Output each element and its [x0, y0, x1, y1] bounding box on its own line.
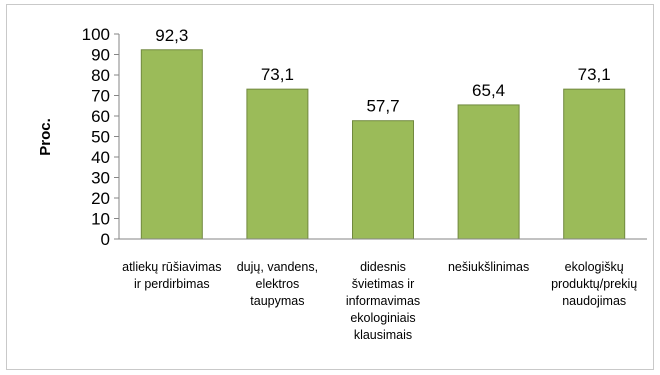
y-tick-label: 50 [91, 128, 110, 147]
bar [246, 88, 309, 240]
data-label: 92,3 [155, 26, 188, 45]
y-tick-label: 30 [91, 169, 110, 188]
x-category-label: dujų, vandens, elektros taupymas [236, 260, 319, 308]
y-tick-label: 70 [91, 87, 110, 106]
data-label: 73,1 [578, 65, 611, 84]
y-tick-label: 0 [101, 230, 110, 249]
y-tick-label: 80 [91, 66, 110, 85]
chart-frame: Proc. 0 10 20 30 40 50 60 70 80 90 100 92,3 73,1 57,… [6, 4, 654, 370]
y-axis-title: Proc. [37, 118, 54, 156]
data-labels: 92,3 73,1 57,7 65,4 73,1 [155, 26, 610, 116]
x-category-label: ekologiškų produktų/prekių naudojimas [551, 260, 638, 308]
bars [140, 49, 626, 240]
y-tick-label: 40 [91, 148, 110, 167]
bar [140, 49, 203, 240]
x-category-label: atliekų rūšiavimas ir perdirbimas [122, 260, 222, 291]
bar [457, 104, 520, 240]
x-category-label: didesnis švietimas ir informavimas ekolo… [345, 260, 421, 342]
y-tick-label: 100 [82, 25, 110, 44]
y-tick-label: 10 [91, 210, 110, 229]
data-label: 57,7 [366, 97, 399, 116]
data-label: 65,4 [472, 81, 505, 100]
y-tick-label: 90 [91, 46, 110, 65]
x-category-label: nešiukšlinimas [447, 260, 530, 274]
data-label: 73,1 [261, 65, 294, 84]
bar [563, 88, 626, 240]
y-tick-label: 20 [91, 189, 110, 208]
y-tick-label: 60 [91, 107, 110, 126]
bar [352, 120, 414, 240]
